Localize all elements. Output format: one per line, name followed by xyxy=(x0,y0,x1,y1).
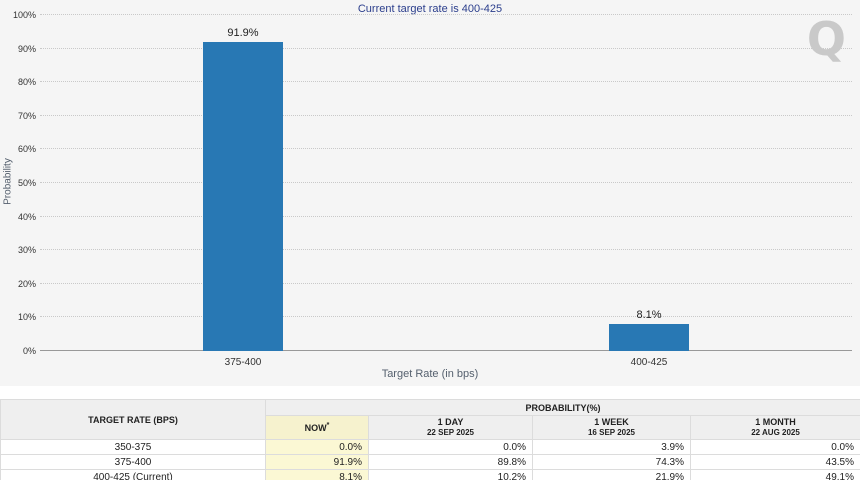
target-rate-header: TARGET RATE (BPS) xyxy=(0,399,266,440)
probability-cell: 3.9% xyxy=(532,439,691,455)
column-label: 1 MONTH xyxy=(755,417,796,428)
bar-375-400[interactable]: 91.9% xyxy=(203,27,283,351)
probability-cell: 8.1% xyxy=(265,469,369,480)
column-date: 22 AUG 2025 xyxy=(751,428,800,438)
probability-group-header: PROBABILITY(%) xyxy=(265,399,860,416)
y-tick-label: 60% xyxy=(17,144,36,155)
table-row: 350-375 0.0% 0.0% 3.9% 0.0% xyxy=(0,439,860,455)
y-tick-label: 100% xyxy=(12,10,36,20)
column-header-1-month: 1 MONTH 22 AUG 2025 xyxy=(690,415,860,440)
fed-rate-probability-chart: Current target rate is 400-425 Q Probabi… xyxy=(2,3,852,380)
column-header-1-day: 1 DAY 22 SEP 2025 xyxy=(368,415,533,440)
column-label: 1 WEEK xyxy=(594,417,629,428)
table-header-row-group: TARGET RATE (BPS) PROBABILITY(%) xyxy=(0,399,860,440)
probability-cell: 49.1% xyxy=(690,469,860,480)
probability-cell: 0.0% xyxy=(368,439,533,455)
column-header-now: NOW* xyxy=(265,415,369,440)
probability-cell: 0.0% xyxy=(265,439,369,455)
y-tick-label: 20% xyxy=(17,278,36,289)
y-tick-label: 0% xyxy=(22,346,36,356)
column-date: 16 SEP 2025 xyxy=(587,428,635,438)
gridline: 70% xyxy=(18,111,852,121)
gridline: 30% xyxy=(18,245,852,255)
bar-value-label: 91.9% xyxy=(227,27,259,40)
target-rate-cell: 375-400 xyxy=(0,454,266,470)
now-footnote-marker: * xyxy=(326,421,330,429)
probability-table-section: TARGET RATE (BPS) PROBABILITY(%) NOW* 1 … xyxy=(0,399,860,480)
y-tick-label: 10% xyxy=(17,312,36,323)
probability-cell: 0.0% xyxy=(690,439,860,455)
plot-area: 0% 10% 20% 30% 40% 50% 60% 70% 80% 90% 100% 91.9% 37… xyxy=(13,10,852,368)
quikstrike-watermark-logo: Q xyxy=(806,12,846,66)
gridline: 20% xyxy=(18,279,852,289)
gridline: 100% xyxy=(13,10,852,20)
bar-400-425[interactable]: 8.1% xyxy=(609,309,689,351)
x-tick-label: 375-400 xyxy=(224,357,262,368)
x-axis-title: Target Rate (in bps) xyxy=(381,368,479,380)
probability-table: TARGET RATE (BPS) PROBABILITY(%) NOW* 1 … xyxy=(0,399,860,480)
y-tick-label: 40% xyxy=(17,211,36,222)
gridline: 50% xyxy=(18,178,852,188)
now-label: NOW xyxy=(304,422,327,433)
column-label: 1 DAY xyxy=(437,417,464,428)
gridline: 90% xyxy=(18,44,852,54)
y-tick-label: 80% xyxy=(17,77,36,88)
y-tick-label: 50% xyxy=(17,178,36,188)
probability-cell: 10.2% xyxy=(368,469,533,480)
column-header-1-week: 1 WEEK 16 SEP 2025 xyxy=(532,415,691,440)
probability-cell: 74.3% xyxy=(532,454,691,470)
table-row: 375-400 91.9% 89.8% 74.3% 43.5% xyxy=(0,454,860,470)
gridline: 60% xyxy=(18,144,852,154)
probability-cell: 89.8% xyxy=(368,454,533,470)
y-tick-label: 90% xyxy=(17,43,36,54)
chart-title: Current target rate is 400-425 xyxy=(357,3,503,15)
gridline: 40% xyxy=(18,212,852,222)
x-axis-line: 0% xyxy=(23,346,852,356)
table-row: 400-425 (Current) 8.1% 10.2% 21.9% 49.1% xyxy=(0,469,860,480)
gridline: 10% xyxy=(18,312,852,322)
target-rate-cell: 400-425 (Current) xyxy=(0,469,266,480)
y-tick-label: 30% xyxy=(17,245,36,256)
x-tick-label: 400-425 xyxy=(630,357,668,368)
bar-value-label: 8.1% xyxy=(636,308,662,321)
probability-cell: 43.5% xyxy=(690,454,860,470)
table-body: 350-375 0.0% 0.0% 3.9% 0.0% 375-400 91.9% 89.8%… xyxy=(0,439,860,480)
column-date: 22 SEP 2025 xyxy=(426,428,474,438)
probability-cell: 91.9% xyxy=(265,454,369,470)
target-rate-cell: 350-375 xyxy=(0,439,266,455)
y-tick-label: 70% xyxy=(17,110,36,121)
probability-cell: 21.9% xyxy=(532,469,691,480)
gridline: 80% xyxy=(18,77,852,87)
table-header-row-columns: NOW* 1 DAY 22 SEP 2025 1 WEEK 16 SEP 2025 … xyxy=(1,415,860,440)
